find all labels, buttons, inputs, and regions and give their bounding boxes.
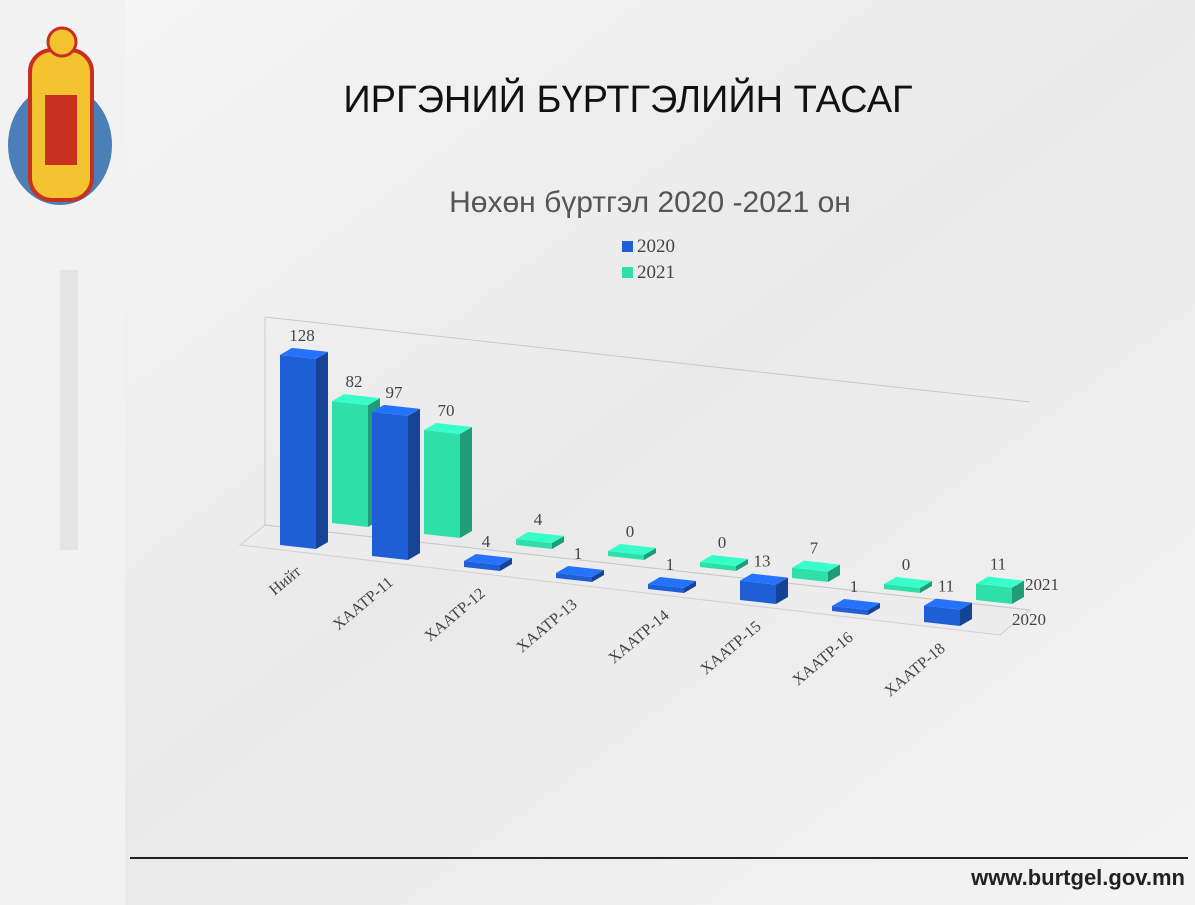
depth-label: 2020 — [1012, 610, 1046, 629]
bar-side — [460, 427, 472, 538]
bar-front — [332, 401, 368, 527]
bar-side — [316, 352, 328, 549]
bar-front — [280, 355, 316, 549]
bar — [424, 423, 472, 538]
background — [0, 0, 1195, 905]
bar — [372, 405, 420, 560]
bar — [280, 348, 328, 549]
bar-front — [424, 430, 460, 538]
value-label: 11 — [990, 555, 1006, 574]
value-label: 0 — [902, 555, 911, 574]
value-label: 0 — [626, 522, 635, 541]
value-label: 1 — [574, 544, 583, 563]
legend-label: 2021 — [637, 262, 675, 283]
value-label: 128 — [289, 326, 315, 345]
legend-swatch — [622, 267, 633, 278]
value-label: 70 — [438, 401, 455, 420]
bar-side — [408, 409, 420, 560]
script-text-area — [60, 270, 78, 550]
value-label: 0 — [718, 533, 727, 552]
value-label: 97 — [386, 383, 404, 402]
value-label: 11 — [938, 577, 954, 596]
bar — [740, 574, 788, 604]
value-label: 1 — [850, 577, 859, 596]
slide-title: ИРГЭНИЙ БҮРТГЭЛИЙН ТАСАГ — [343, 76, 912, 121]
bar-front — [372, 412, 408, 560]
legend-swatch — [622, 241, 633, 252]
footer-url: www.burtgel.gov.mn — [970, 865, 1185, 890]
value-label: 13 — [754, 552, 771, 571]
value-label: 4 — [534, 510, 543, 529]
value-label: 4 — [482, 532, 491, 551]
bar — [792, 561, 840, 582]
value-label: 1 — [666, 555, 675, 574]
legend-label: 2020 — [637, 236, 675, 257]
bar — [924, 599, 972, 626]
bar-front — [740, 581, 776, 604]
bar — [976, 577, 1024, 604]
value-label: 82 — [346, 372, 363, 391]
chart-title: Нөхөн бүртгэл 2020 -2021 он — [449, 186, 851, 219]
depth-label: 2021 — [1025, 575, 1059, 594]
value-label: 7 — [810, 539, 819, 558]
slide: ИРГЭНИЙ БҮРТГЭЛИЙН ТАСАГ Нөхөн бүртгэл 2… — [0, 0, 1195, 905]
